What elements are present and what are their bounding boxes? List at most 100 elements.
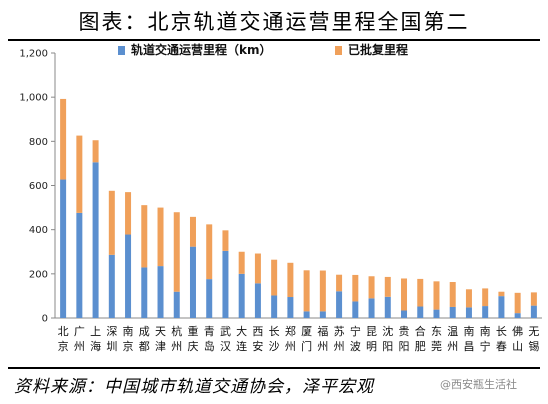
bar-approved [157,207,164,267]
bar-operating [514,313,521,318]
x-tick-label: 西 [252,325,263,338]
x-tick-label: 波 [350,340,361,353]
x-tick-label: 州 [285,340,296,353]
bar-operating [125,234,132,318]
x-tick-label: 锡 [528,339,539,353]
y-tick-label: 0 [42,314,48,325]
bar-operating [319,311,326,318]
bar-operating [433,309,440,318]
bar-approved [60,98,67,180]
x-tick-label: 汉 [220,340,231,353]
bar-approved [92,140,99,163]
x-tick-label: 山 [512,340,523,353]
x-tick-label: 郑 [285,324,296,338]
x-tick-label: 春 [496,340,507,353]
bar-operating [92,162,99,318]
bar-operating [465,307,472,318]
x-tick-label: 安 [252,339,263,353]
legend-swatch-operating [118,46,125,55]
x-tick-label: 海 [90,339,101,353]
x-tick-label: 苏 [334,325,345,338]
x-tick-label: 门 [301,339,312,353]
x-tick-label: 阳 [399,340,410,353]
footer-divider [8,367,540,369]
bar-approved [336,274,343,292]
bar-operating [222,250,229,318]
bar-approved [222,230,229,251]
x-tick-label: 肥 [415,340,426,353]
bar-approved [449,282,456,307]
x-tick-label: 州 [317,340,328,353]
x-tick-label: 宁 [350,324,361,338]
source-note: 资料来源：中国城市轨道交通协会，泽平宏观 [14,377,374,397]
bar-approved [125,192,132,235]
x-tick-label: 州 [171,340,182,353]
bar-approved [498,291,505,297]
x-tick-label: 圳 [106,340,117,353]
x-tick-label: 连 [236,340,247,353]
bar-operating [173,291,180,318]
x-tick-label: 州 [334,340,345,353]
bar-approved [141,205,148,268]
page-title: 图表：北京轨道交通运营里程全国第二 [78,10,470,34]
x-tick-label: 南 [480,325,491,338]
bar-approved [384,276,391,297]
bar-operating [336,291,343,318]
x-tick-label: 津 [155,340,166,353]
x-tick-label: 南 [463,325,474,338]
legend-swatch-approved [335,46,342,55]
x-tick-label: 岛 [204,339,215,353]
x-tick-label: 深 [106,325,117,338]
y-tick-label: 1,200 [19,49,48,60]
bar-approved [514,292,521,314]
bar-operating [157,266,164,318]
bar-operating [141,267,148,318]
bar-operating [530,305,537,318]
x-tick-label: 庆 [187,339,198,353]
x-tick-label: 昆 [366,325,377,338]
x-tick-label: 青 [204,325,215,338]
bar-operating [401,310,408,318]
x-tick-label: 广 [74,325,85,338]
x-tick-label: 温 [447,325,458,338]
bar-approved [189,216,196,247]
bar-operating [287,297,294,318]
x-tick-label: 上 [90,325,101,338]
y-tick-label: 600 [29,181,48,192]
bar-group [60,98,537,318]
bar-operating [368,298,375,318]
x-tick-label: 南 [123,325,134,338]
title-divider [8,39,540,41]
x-tick-label: 合 [415,324,426,338]
bar-operating [384,296,391,318]
bar-operating [108,254,115,318]
bar-operating [303,311,310,318]
x-tick-label: 州 [447,340,458,353]
y-tick-label: 400 [29,225,48,236]
x-tick-label: 沙 [269,340,280,353]
bar-approved [465,289,472,308]
bar-approved [238,251,245,274]
bar-operating [482,306,489,318]
y-axis: 0 200 400 600 800 1,000 1,200 [19,49,542,325]
x-tick-label: 沈 [382,324,393,338]
x-tick-label: 州 [74,340,85,353]
x-tick-label: 昌 [463,340,474,353]
legend-label: 已批复里程 [348,42,408,57]
x-tick-label: 京 [58,339,69,353]
x-tick-label: 天 [155,325,166,338]
x-tick-label: 大 [236,324,247,338]
bar-operating [60,179,67,318]
bar-operating [271,295,278,318]
x-tick-label: 武 [220,325,231,338]
bar-operating [254,283,261,318]
x-tick-label: 厦 [301,325,312,338]
bar-approved [401,278,408,311]
x-tick-label: 无 [528,325,539,338]
bar-operating [449,306,456,318]
bar-operating [76,212,83,318]
bar-operating [189,246,196,318]
x-axis-labels: 北京广州上海深圳南京成都天津杭州重庆青岛武汉大连西安长沙郑州厦门福州苏州宁波昆明… [58,324,540,353]
bar-approved [108,190,115,255]
